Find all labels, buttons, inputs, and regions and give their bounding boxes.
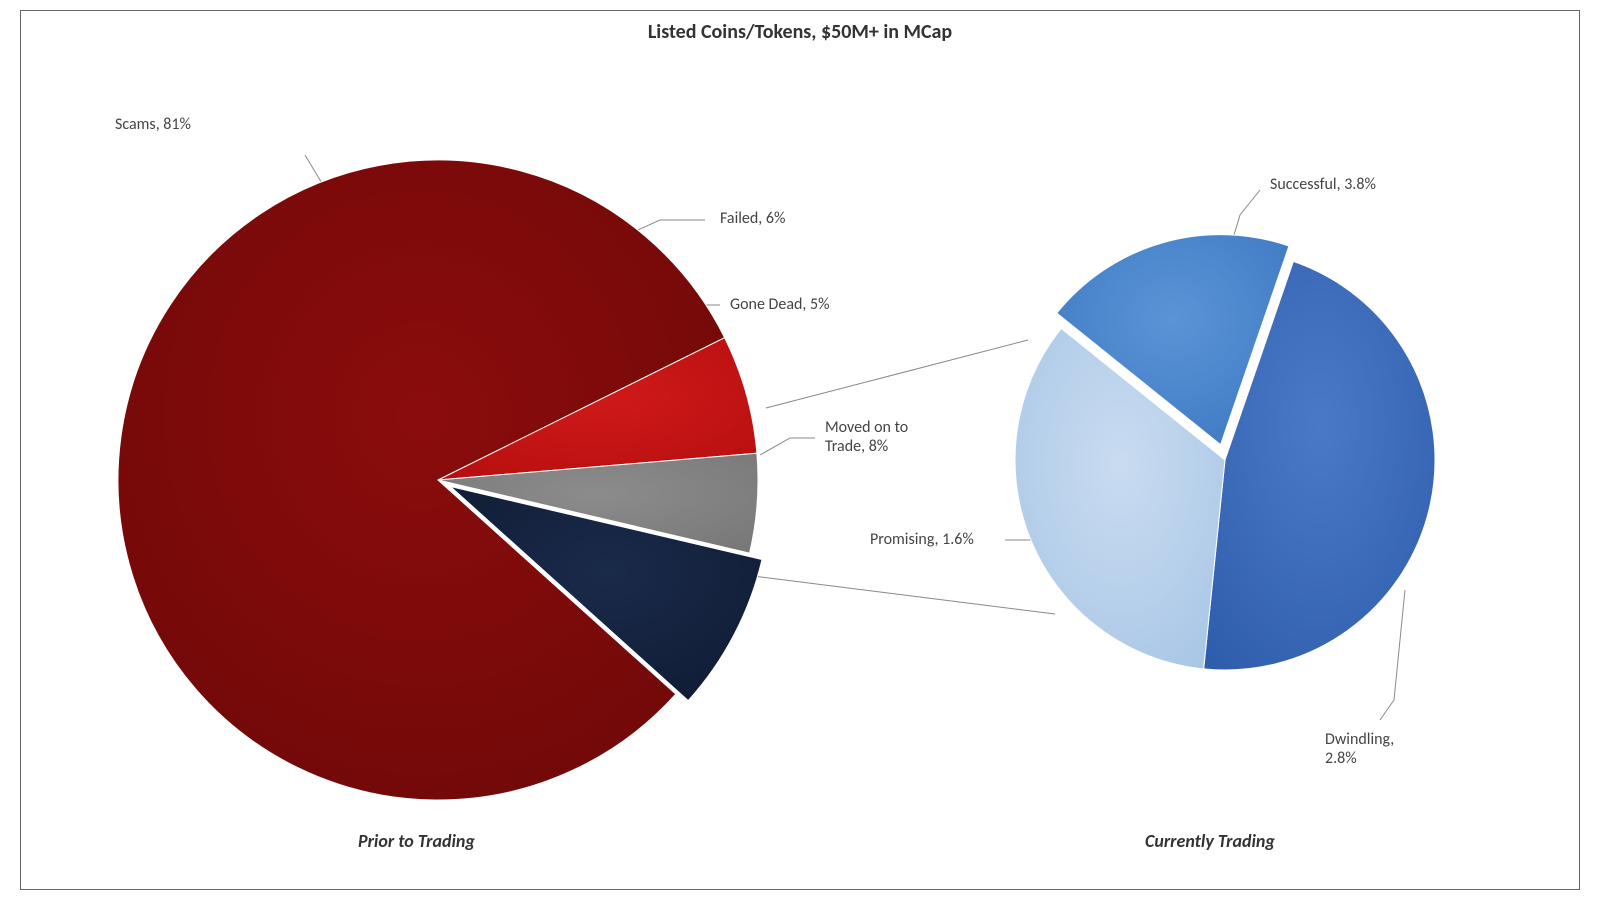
slice-label-failed: Failed, 6% <box>720 209 785 228</box>
slice-label-scams: Scams, 81% <box>115 115 191 134</box>
slice-label-successful: Successful, 3.8% <box>1270 175 1376 194</box>
slice-label-moved: Moved on toTrade, 8% <box>825 418 908 456</box>
subtitle-prior-to-trading: Prior to Trading <box>358 830 475 852</box>
subtitle-currently-trading: Currently Trading <box>1145 830 1275 852</box>
slice-label-promising: Promising, 1.6% <box>870 530 974 549</box>
slice-label-dwindling: Dwindling,2.8% <box>1325 730 1394 768</box>
slice-label-gonedead: Gone Dead, 5% <box>730 295 830 314</box>
